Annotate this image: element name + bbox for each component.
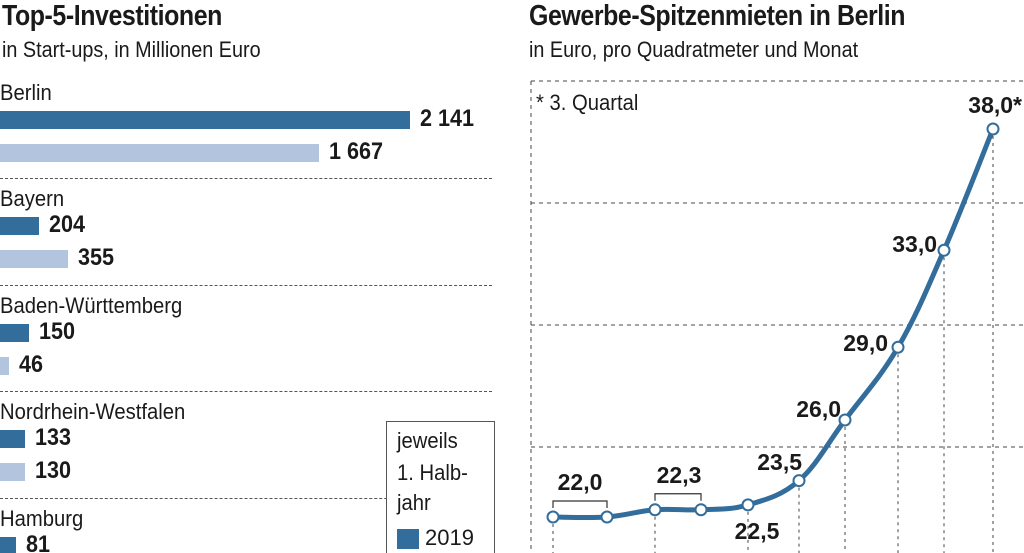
data-label: 33,0 bbox=[892, 231, 937, 257]
bar-2019 bbox=[0, 537, 16, 553]
bar-2019 bbox=[0, 430, 25, 448]
data-label: 23,5 bbox=[757, 449, 802, 475]
footnote: * 3. Quartal bbox=[536, 90, 639, 115]
data-point bbox=[600, 510, 614, 524]
bar-value-label: 1 667 bbox=[329, 138, 384, 165]
data-point bbox=[694, 503, 708, 517]
legend-line-2: 1. Halb- bbox=[397, 460, 468, 485]
investments-chart: Top-5-Investitionen in Start-ups, in Mil… bbox=[0, 0, 500, 553]
value-bracket bbox=[654, 493, 702, 501]
bar-2019 bbox=[0, 111, 410, 129]
data-point bbox=[741, 498, 755, 512]
right-chart-title: Gewerbe-Spitzenmieten in Berlin bbox=[529, 0, 906, 32]
category-label: Nordrhein-Westfalen bbox=[0, 399, 186, 424]
bar-value-label: 133 bbox=[35, 424, 72, 451]
bar-value-label: 150 bbox=[39, 318, 76, 345]
data-point bbox=[546, 510, 560, 524]
legend-label-2019: 2019 bbox=[425, 525, 474, 550]
data-label: 29,0 bbox=[843, 330, 888, 356]
group-divider bbox=[0, 498, 492, 499]
bar-value-label: 2 141 bbox=[420, 105, 475, 132]
data-label: 38,0* bbox=[968, 92, 1022, 118]
bar-2019 bbox=[0, 217, 39, 235]
bar-series-2 bbox=[0, 144, 319, 162]
right-chart-subtitle: in Euro, pro Quadratmeter und Monat bbox=[529, 37, 859, 62]
data-label: 22,5 bbox=[735, 518, 780, 544]
value-bracket bbox=[552, 500, 608, 508]
bar-series-2 bbox=[0, 463, 25, 481]
data-label: 22,3 bbox=[657, 462, 702, 488]
category-label: Berlin bbox=[0, 80, 52, 105]
left-chart-subtitle: in Start-ups, in Millionen Euro bbox=[2, 37, 261, 62]
bar-2019 bbox=[0, 324, 29, 342]
bar-value-label: 81 bbox=[26, 531, 51, 553]
data-point bbox=[891, 340, 905, 354]
data-point bbox=[937, 243, 951, 257]
bar-value-label: 204 bbox=[49, 211, 86, 238]
bar-value-label: 355 bbox=[78, 244, 115, 271]
category-label: Bayern bbox=[0, 186, 65, 211]
data-point bbox=[792, 474, 806, 488]
group-divider bbox=[0, 285, 492, 286]
bar-value-label: 46 bbox=[19, 351, 44, 378]
bar-series-2 bbox=[0, 250, 68, 268]
legend: jeweils 1. Halb- jahr 2019 bbox=[386, 421, 495, 553]
bar-series-2 bbox=[0, 357, 9, 375]
category-label: Baden-Württemberg bbox=[0, 293, 183, 318]
data-label: 26,0 bbox=[796, 396, 841, 422]
data-point bbox=[648, 503, 662, 517]
group-divider bbox=[0, 391, 492, 392]
category-label: Hamburg bbox=[0, 506, 84, 531]
legend-line-3: jahr bbox=[397, 490, 431, 515]
legend-line-1: jeweils bbox=[397, 428, 458, 453]
bar-value-label: 130 bbox=[35, 457, 72, 484]
left-chart-title: Top-5-Investitionen bbox=[2, 0, 222, 32]
data-point bbox=[986, 122, 1000, 136]
group-divider bbox=[0, 178, 492, 179]
data-label: 22,0 bbox=[558, 469, 603, 495]
legend-swatch-2019 bbox=[397, 529, 419, 549]
data-point bbox=[838, 413, 852, 427]
